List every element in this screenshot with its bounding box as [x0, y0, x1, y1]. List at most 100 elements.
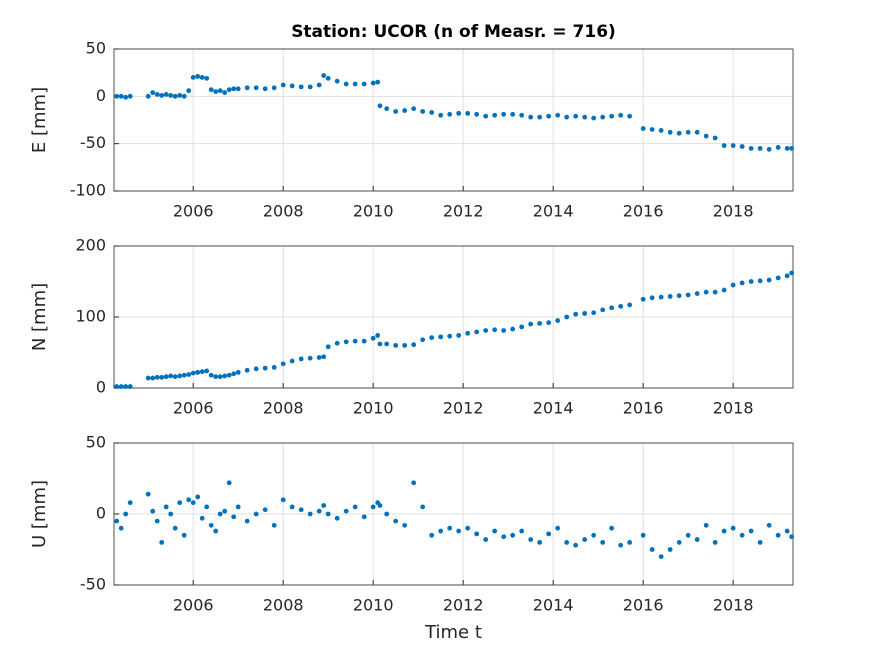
- data-point: [204, 504, 210, 510]
- data-point: [775, 275, 781, 281]
- data-point: [474, 329, 480, 335]
- data-point: [667, 129, 673, 135]
- data-point: [546, 320, 552, 326]
- x-tick-label: 2006: [173, 399, 214, 418]
- data-point: [555, 525, 561, 531]
- data-point: [199, 75, 205, 80]
- data-point: [289, 83, 295, 89]
- data-point: [465, 330, 471, 336]
- data-point: [510, 326, 516, 332]
- data-point: [154, 92, 160, 97]
- y-tick-label: 0: [96, 504, 106, 523]
- x-tick-label: 2016: [623, 399, 664, 418]
- data-point: [199, 369, 205, 375]
- data-point: [537, 114, 543, 120]
- data-point: [658, 554, 664, 559]
- data-point: [253, 366, 259, 372]
- data-point: [784, 528, 790, 534]
- y-tick-label: 0: [96, 86, 106, 105]
- data-point: [537, 540, 543, 545]
- data-point: [429, 335, 435, 340]
- y-tick-label: -50: [80, 133, 106, 152]
- data-point: [222, 90, 228, 95]
- data-point: [145, 375, 151, 381]
- data-point: [307, 511, 313, 517]
- data-point: [235, 86, 241, 92]
- data-point: [370, 504, 376, 510]
- data-point: [564, 114, 570, 120]
- data-point: [289, 504, 295, 510]
- data-point: [582, 537, 588, 542]
- data-point: [627, 302, 633, 308]
- data-point: [618, 542, 624, 548]
- data-point: [145, 491, 151, 497]
- data-point: [519, 528, 525, 534]
- data-point: [411, 480, 417, 486]
- data-point: [127, 500, 133, 506]
- data-point: [573, 113, 579, 119]
- data-point: [208, 372, 214, 378]
- data-point: [492, 528, 498, 534]
- x-tick-label: 2018: [713, 596, 754, 615]
- data-point: [582, 114, 588, 120]
- data-point: [748, 528, 754, 534]
- data-point: [163, 504, 169, 510]
- data-point: [474, 531, 480, 537]
- data-point: [280, 82, 286, 88]
- data-point: [361, 338, 367, 344]
- data-point: [231, 514, 237, 520]
- data-point: [334, 78, 340, 84]
- x-tick-label: 2016: [623, 202, 664, 221]
- data-point: [402, 522, 408, 528]
- x-axis-label: Time t: [424, 622, 482, 643]
- data-point: [649, 295, 655, 301]
- data-point: [784, 273, 790, 279]
- x-tick-label: 2016: [623, 596, 664, 615]
- data-point: [217, 511, 223, 517]
- data-point: [118, 93, 124, 99]
- x-tick-label: 2008: [263, 202, 304, 221]
- data-point: [600, 307, 606, 313]
- x-tick-label: 2018: [713, 202, 754, 221]
- data-point: [766, 277, 772, 283]
- data-point: [658, 128, 664, 133]
- data-point: [438, 112, 444, 118]
- data-point: [703, 133, 709, 139]
- data-point: [181, 532, 187, 538]
- x-tick-label: 2014: [533, 202, 574, 221]
- data-point: [150, 508, 156, 514]
- data-point: [609, 113, 615, 119]
- data-point: [377, 341, 383, 347]
- data-point: [420, 337, 426, 343]
- data-point: [676, 540, 682, 545]
- data-point: [429, 110, 435, 115]
- data-point: [145, 93, 151, 99]
- data-point: [640, 126, 646, 131]
- data-point: [177, 373, 183, 379]
- y-tick-label: -100: [70, 181, 106, 200]
- data-point: [627, 540, 633, 545]
- data-point: [739, 532, 745, 538]
- data-point: [591, 532, 597, 538]
- data-point: [676, 130, 682, 136]
- data-point: [748, 146, 754, 151]
- data-point: [217, 374, 223, 380]
- data-point: [658, 294, 664, 300]
- data-point: [721, 528, 727, 534]
- data-point: [235, 369, 241, 375]
- data-point: [456, 333, 462, 338]
- data-point: [352, 81, 358, 87]
- data-point: [123, 384, 129, 389]
- data-point: [181, 93, 187, 99]
- chart-title: Station: UCOR (n of Measr. = 716): [291, 22, 616, 42]
- data-point: [316, 82, 322, 88]
- data-point: [235, 504, 241, 510]
- data-point: [271, 522, 277, 528]
- y-tick-label: 50: [86, 39, 106, 58]
- data-point: [186, 88, 192, 94]
- data-point: [564, 540, 570, 545]
- data-point: [204, 368, 210, 374]
- data-point: [402, 343, 408, 348]
